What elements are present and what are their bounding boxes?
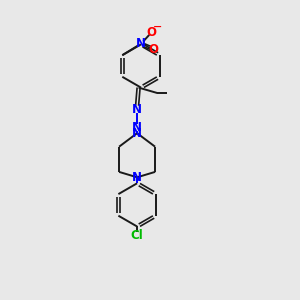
Text: N: N [132, 103, 142, 116]
Text: Cl: Cl [131, 229, 143, 242]
Text: N: N [132, 127, 142, 140]
Text: N: N [132, 121, 142, 134]
Text: N: N [132, 171, 142, 184]
Text: −: − [152, 22, 162, 32]
Text: N: N [136, 37, 146, 50]
Text: O: O [147, 26, 157, 39]
Text: O: O [148, 43, 158, 56]
